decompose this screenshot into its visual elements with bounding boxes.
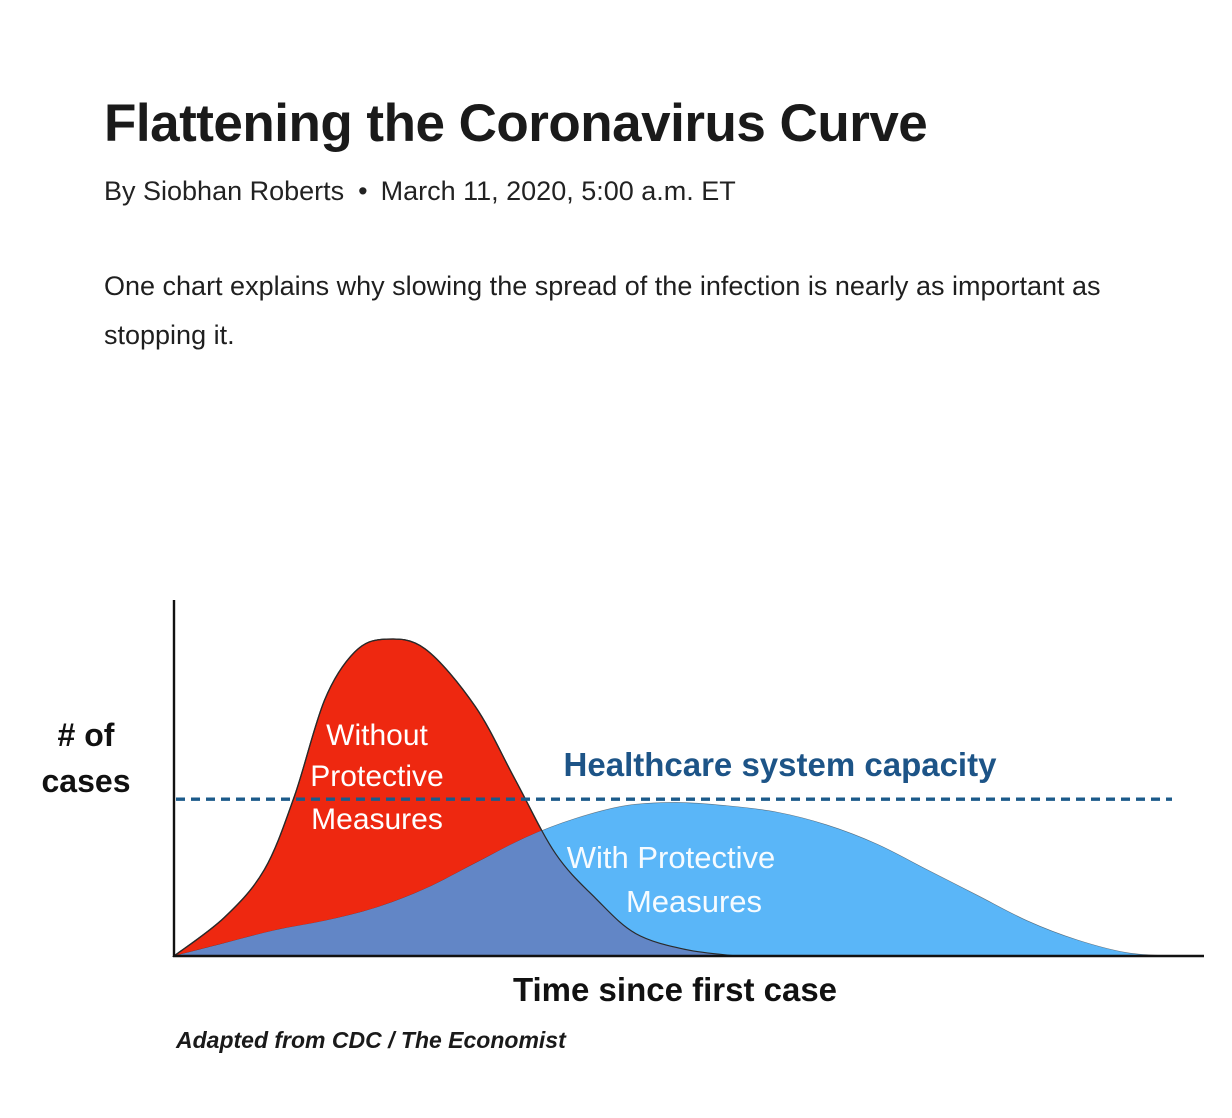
chart-source: Adapted from CDC / The Economist [175,1027,567,1053]
publish-date: March 11, 2020, 5:00 a.m. ET [380,176,736,206]
byline: By Siobhan Roberts • March 11, 2020, 5:00 … [104,172,736,210]
y-axis-label-line: # of [58,717,115,753]
chart-areas [172,638,1179,957]
capacity-label: Healthcare system capacity [564,746,998,783]
chart-figure: Healthcare system capacity Without Protect… [0,560,1232,1080]
with-measures-label-line: Measures [626,884,762,919]
without-measures-label-line: Measures [311,803,443,836]
without-measures-outline [172,638,737,957]
author-name[interactable]: By Siobhan Roberts [104,176,345,206]
byline-separator: • [358,176,368,206]
with-measures-label-line: With Protective [567,840,775,875]
without-measures-label-line: Protective [310,760,443,793]
x-axis-label: Time since first case [513,971,837,1008]
without-measures-label-line: Without [326,719,428,752]
y-axis-label-line: cases [42,763,131,799]
flatten-curve-chart: Healthcare system capacity Without Protect… [42,600,1204,1053]
chart-labels: Healthcare system capacity Without Protect… [42,717,998,1053]
headline: Flattening the Coronavirus Curve [104,94,928,153]
article-dek: One chart explains why slowing the sprea… [104,271,1101,350]
chart-axes [172,600,1204,958]
